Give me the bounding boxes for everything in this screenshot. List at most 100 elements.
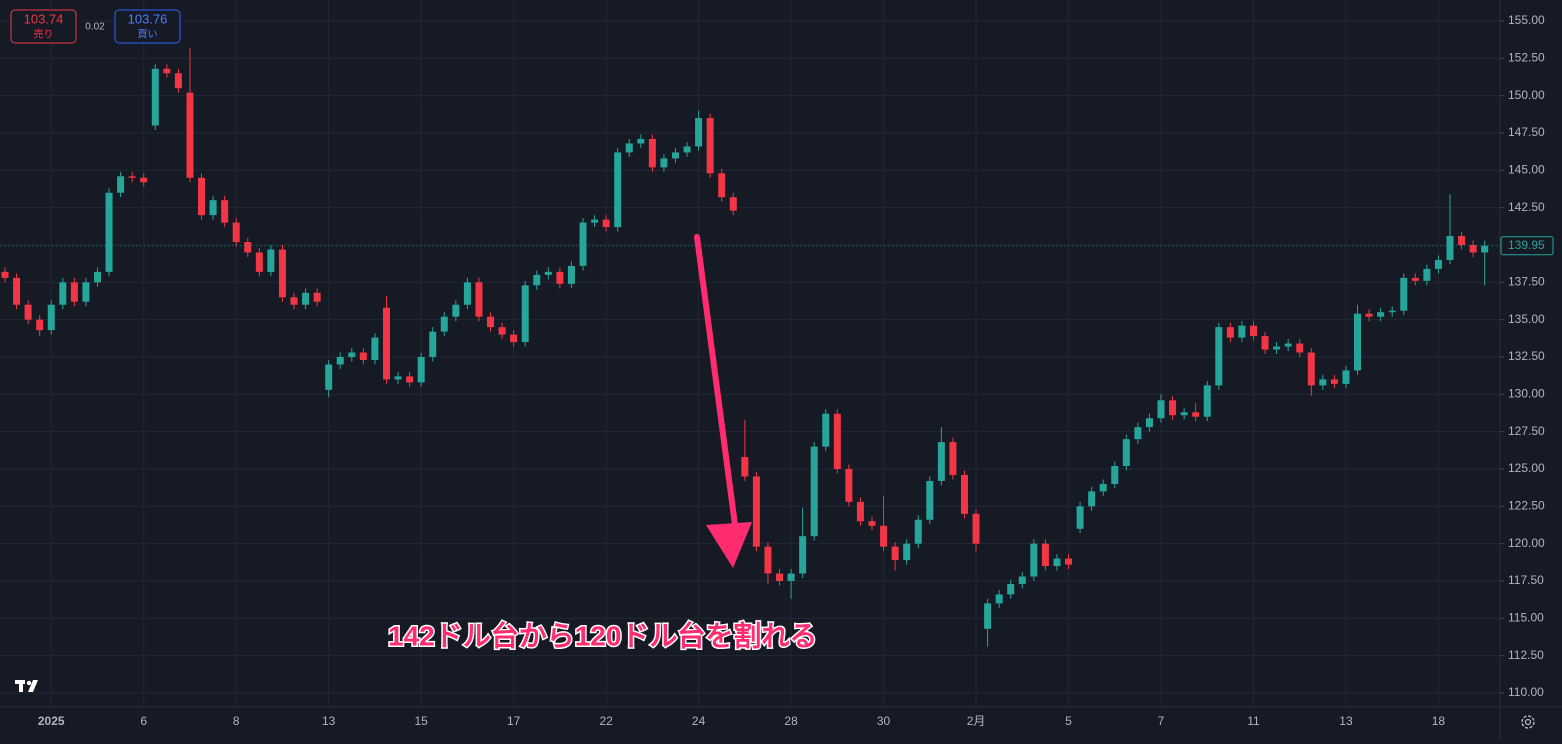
candle-body [1180, 412, 1188, 416]
candle-body [880, 525, 888, 547]
candle-body [660, 158, 668, 168]
x-tick-label: 2月 [967, 714, 986, 728]
x-tick-label: 18 [1432, 714, 1446, 728]
candle-body [24, 304, 32, 320]
candle-body [1377, 312, 1385, 317]
x-tick-label: 15 [414, 714, 428, 728]
candle-body [625, 143, 633, 153]
candle-body [891, 546, 899, 561]
y-tick-label: 130.00 [1508, 387, 1545, 401]
candle-body [752, 476, 760, 547]
candle-body [1319, 379, 1327, 386]
last-price-tag [1500, 236, 1554, 256]
candle-body [1411, 277, 1419, 281]
x-tick-label: 13 [1339, 714, 1353, 728]
candle-body [1296, 343, 1304, 353]
candle-body [221, 200, 229, 223]
buy-box[interactable] [114, 9, 181, 44]
candle-body [406, 376, 414, 383]
candle-body [1284, 343, 1292, 347]
candle-body [359, 352, 367, 360]
candle-body [498, 327, 506, 335]
x-tick-label: 17 [507, 714, 521, 728]
candle-body [1469, 245, 1477, 253]
candle-body [13, 277, 21, 305]
candle-body [59, 282, 67, 305]
candle-body [556, 271, 564, 284]
candle-body [1423, 268, 1431, 281]
x-tick-label: 24 [692, 714, 706, 728]
y-tick-label: 145.00 [1508, 163, 1545, 177]
candle-body [856, 501, 864, 522]
x-tick-label: 5 [1065, 714, 1072, 728]
candle-body [313, 292, 321, 302]
candle-body [290, 297, 298, 305]
candle-body [186, 92, 194, 178]
sell-price: 103.74 [24, 11, 64, 26]
candle-body [47, 304, 55, 331]
candle-body [1088, 491, 1096, 507]
x-tick-label: 22 [599, 714, 613, 728]
candle-body [394, 376, 402, 380]
y-tick-label: 135.00 [1508, 312, 1545, 326]
candle-body [1203, 385, 1211, 417]
settings-icon[interactable] [1521, 715, 1535, 729]
candle-body [267, 249, 275, 272]
candle-body [787, 573, 795, 581]
candle-body [602, 219, 610, 228]
y-tick-label: 125.00 [1508, 461, 1545, 475]
candle-body [544, 271, 552, 275]
candle-body [1134, 427, 1142, 440]
candle-body [937, 442, 945, 481]
annotation: 142ドル台から120ドル台を割れる [388, 619, 817, 651]
candle-body [278, 249, 286, 298]
candle-body [799, 536, 807, 574]
candle-body [336, 357, 344, 365]
candle-body [648, 138, 656, 168]
candle-body [776, 573, 784, 581]
candle-body [1099, 483, 1107, 492]
x-tick-label: 30 [877, 714, 891, 728]
candle-body [521, 285, 529, 343]
y-tick-label: 155.00 [1508, 13, 1545, 27]
x-tick-label: 11 [1247, 714, 1260, 728]
x-tick-label: 2025 [38, 714, 65, 728]
x-tick-label: 6 [140, 714, 147, 728]
y-tick-label: 110.00 [1508, 685, 1544, 699]
y-tick-label: 112.50 [1508, 648, 1544, 662]
candle-body [70, 282, 78, 302]
candle-body [1273, 346, 1281, 350]
candle-body [151, 68, 159, 126]
candle-body [232, 222, 240, 243]
candle-body [487, 316, 495, 328]
candle-body [972, 513, 980, 544]
candle-body [718, 173, 726, 198]
last-price-label: 139.95 [1508, 238, 1545, 252]
y-tick-label: 142.50 [1508, 200, 1545, 214]
buy-price: 103.76 [128, 11, 168, 26]
candle-body [533, 274, 541, 286]
candle-body [163, 68, 171, 74]
candle-body [960, 474, 968, 514]
candle-body [1145, 418, 1153, 428]
candle-body [1053, 558, 1061, 567]
candle-body [1261, 336, 1269, 350]
candle-body [1354, 313, 1362, 371]
candle-body [1446, 236, 1454, 260]
candle-body [683, 146, 691, 153]
candle-body [209, 200, 217, 216]
sell-box[interactable] [10, 9, 77, 44]
logo [15, 680, 38, 692]
candle-body [255, 252, 263, 272]
candle-body [1400, 277, 1408, 311]
candle-body [914, 519, 922, 544]
candle-body [614, 152, 622, 228]
candle-body [810, 446, 818, 537]
candle-body [1041, 543, 1049, 567]
axes: 110.00 112.50 115.00 117.50 120.00 122.50 125.… [0, 13, 1554, 728]
sell-label: 売り [34, 28, 54, 41]
candle-body [984, 603, 992, 629]
candle-body [1007, 583, 1015, 595]
